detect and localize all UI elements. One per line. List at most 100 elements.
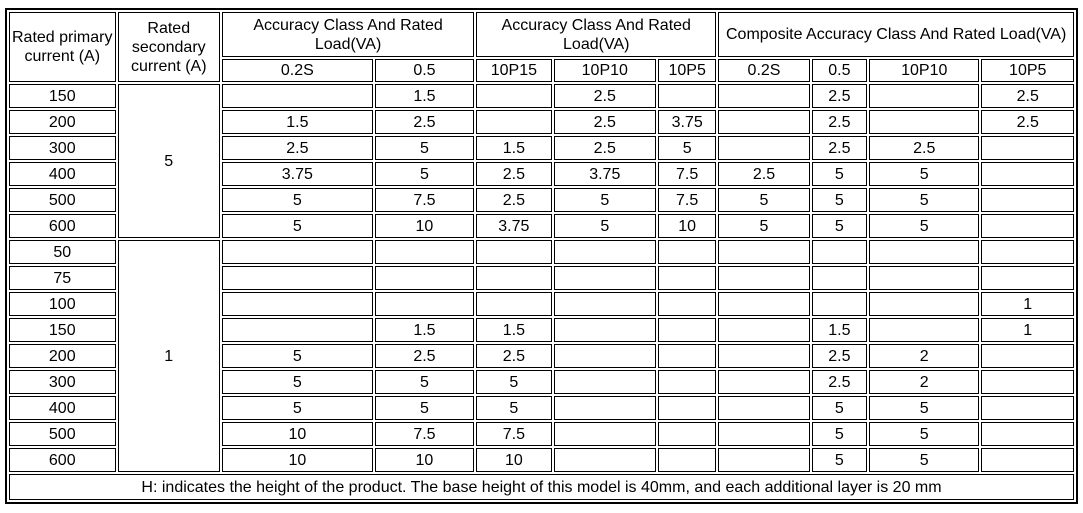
value-cell: 5 <box>374 136 475 160</box>
table-row: 150 5 1.5 2.5 2.5 2.5 <box>9 84 1074 238</box>
value-cell: 1.5 <box>476 318 552 342</box>
value-cell <box>658 422 717 446</box>
value-cell: 10 <box>374 448 475 472</box>
primary-current-cell: 600 <box>9 214 116 238</box>
value-cell <box>811 240 867 264</box>
value-cell <box>981 370 1074 394</box>
value-cell: 3.75 <box>553 162 657 186</box>
value-cell: 10 <box>658 214 717 238</box>
value-cell <box>868 84 980 108</box>
value-cell <box>374 240 475 264</box>
primary-current-cell: 500 <box>9 422 116 446</box>
value-cell: 10 <box>221 422 373 446</box>
value-cell: 5 <box>868 422 980 446</box>
table-footer: H: indicates the height of the product. … <box>9 474 1074 500</box>
value-cell: 2.5 <box>553 136 657 160</box>
value-cell <box>718 318 810 342</box>
value-cell: 5 <box>374 162 475 186</box>
value-cell: 5 <box>553 214 657 238</box>
value-cell <box>374 292 475 316</box>
table-row: 200 5 2.5 2.5 2.5 2 <box>9 344 1074 368</box>
header-secondary-current: Rated secondary current (A) <box>117 12 220 82</box>
value-cell <box>476 240 552 264</box>
primary-current-cell: 75 <box>9 266 116 290</box>
value-cell <box>718 448 810 472</box>
table-row: 400 5 5 5 5 5 <box>9 396 1074 420</box>
value-cell: 3.75 <box>221 162 373 186</box>
subheader-0-5: 0.5 <box>374 59 475 82</box>
value-cell: 1.5 <box>811 318 867 342</box>
value-cell <box>658 84 717 108</box>
value-cell: 2.5 <box>981 84 1074 108</box>
subheader-composite-10p10: 10P10 <box>868 59 980 82</box>
value-cell <box>718 110 810 134</box>
value-cell: 5 <box>553 188 657 212</box>
value-cell: 5 <box>221 344 373 368</box>
value-cell <box>981 240 1074 264</box>
value-cell: 7.5 <box>374 422 475 446</box>
value-cell: 1.5 <box>476 136 552 160</box>
value-cell: 5 <box>221 370 373 394</box>
value-cell: 2.5 <box>476 344 552 368</box>
value-cell <box>658 370 717 394</box>
primary-current-cell: 300 <box>9 370 116 394</box>
value-cell: 5 <box>221 214 373 238</box>
table-row: 500 5 7.5 2.5 5 7.5 5 5 5 <box>9 188 1074 212</box>
primary-current-cell: 200 <box>9 344 116 368</box>
header-primary-current: Rated primary current (A) <box>9 12 116 82</box>
value-cell <box>658 344 717 368</box>
value-cell: 2.5 <box>221 136 373 160</box>
value-cell: 2.5 <box>811 344 867 368</box>
value-cell: 7.5 <box>658 188 717 212</box>
value-cell: 2.5 <box>811 110 867 134</box>
value-cell: 1.5 <box>374 84 475 108</box>
subheader-0-2s: 0.2S <box>221 59 373 82</box>
value-cell <box>811 266 867 290</box>
value-cell: 10 <box>221 448 373 472</box>
value-cell: 7.5 <box>658 162 717 186</box>
value-cell <box>553 318 657 342</box>
header-group-accuracy-1: Accuracy Class And Rated Load(VA) <box>221 12 475 57</box>
table-row: 500 10 7.5 7.5 5 5 <box>9 422 1074 446</box>
value-cell <box>221 292 373 316</box>
primary-current-cell: 150 <box>9 318 116 342</box>
value-cell: 3.75 <box>476 214 552 238</box>
primary-current-cell: 100 <box>9 292 116 316</box>
table-row: 150 1.5 1.5 1.5 1 <box>9 318 1074 342</box>
subheader-composite-10p5: 10P5 <box>981 59 1074 82</box>
value-cell <box>553 422 657 446</box>
value-cell <box>718 292 810 316</box>
value-cell <box>476 110 552 134</box>
subheader-composite-0-5: 0.5 <box>811 59 867 82</box>
value-cell <box>553 370 657 394</box>
value-cell <box>718 422 810 446</box>
value-cell: 5 <box>476 370 552 394</box>
value-cell <box>718 344 810 368</box>
value-cell <box>553 396 657 420</box>
header-group-accuracy-2: Accuracy Class And Rated Load(VA) <box>476 12 717 57</box>
value-cell <box>981 162 1074 186</box>
value-cell <box>553 344 657 368</box>
value-cell <box>658 240 717 264</box>
value-cell <box>981 422 1074 446</box>
value-cell: 5 <box>868 396 980 420</box>
table-row: 300 5 5 5 2.5 2 <box>9 370 1074 394</box>
footnote-row: H: indicates the height of the product. … <box>9 474 1074 500</box>
value-cell <box>811 292 867 316</box>
secondary-current-cell: 5 <box>117 84 220 238</box>
footnote: H: indicates the height of the product. … <box>9 474 1074 500</box>
value-cell: 5 <box>868 162 980 186</box>
table-row: 600 10 10 10 5 5 <box>9 448 1074 472</box>
value-cell <box>718 136 810 160</box>
value-cell: 5 <box>868 448 980 472</box>
value-cell <box>476 292 552 316</box>
value-cell: 2.5 <box>811 136 867 160</box>
spec-table: Rated primary current (A) Rated secondar… <box>5 8 1078 504</box>
value-cell: 10 <box>374 214 475 238</box>
table-row: 50 1 <box>9 240 1074 472</box>
value-cell: 5 <box>476 396 552 420</box>
value-cell <box>981 136 1074 160</box>
value-cell: 2.5 <box>476 188 552 212</box>
table-row: 200 1.5 2.5 2.5 3.75 2.5 2.5 <box>9 110 1074 134</box>
primary-current-cell: 50 <box>9 240 116 264</box>
